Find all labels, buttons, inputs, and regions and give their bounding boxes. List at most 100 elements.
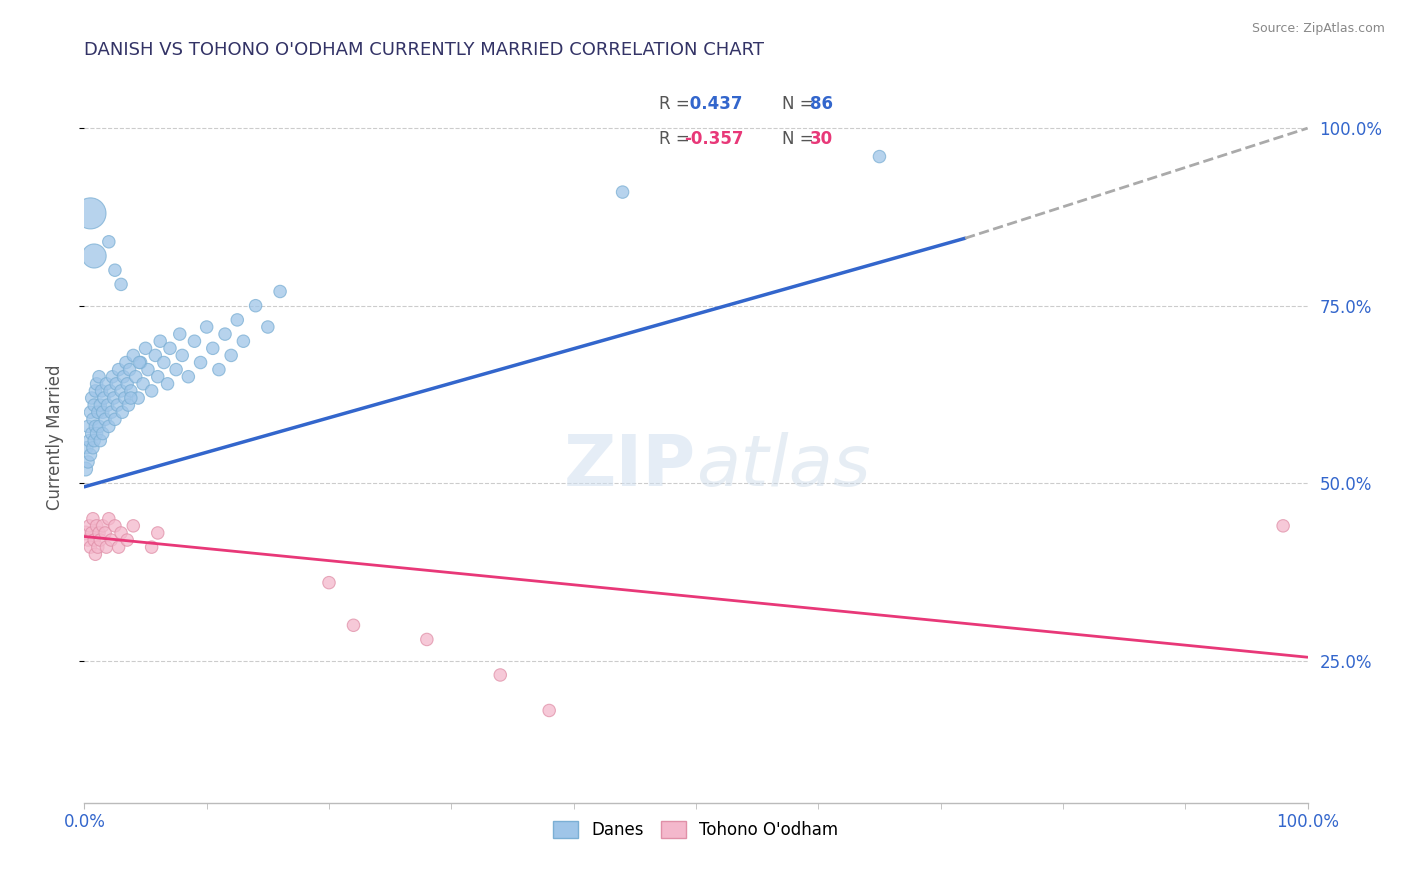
- Text: DANISH VS TOHONO O'ODHAM CURRENTLY MARRIED CORRELATION CHART: DANISH VS TOHONO O'ODHAM CURRENTLY MARRI…: [84, 41, 765, 59]
- Point: [183, 334, 205, 349]
- Point: [96, 376, 118, 391]
- Point: [153, 355, 176, 369]
- Text: R =: R =: [659, 95, 696, 113]
- Point: [87, 369, 110, 384]
- Point: [83, 398, 105, 412]
- Text: R =: R =: [659, 130, 696, 148]
- Legend: Danes, Tohono O'odham: Danes, Tohono O'odham: [547, 814, 845, 846]
- Point: [232, 334, 254, 349]
- Point: [612, 185, 634, 199]
- Point: [87, 540, 110, 554]
- Point: [80, 525, 103, 540]
- Point: [84, 384, 107, 398]
- Point: [77, 519, 100, 533]
- Point: [82, 441, 104, 455]
- Text: 0.437: 0.437: [683, 95, 742, 113]
- Point: [97, 419, 120, 434]
- Point: [159, 341, 181, 355]
- Point: [86, 426, 108, 441]
- Text: N =: N =: [782, 95, 818, 113]
- Point: [75, 525, 97, 540]
- Point: [91, 405, 114, 419]
- Point: [77, 434, 100, 448]
- Point: [105, 398, 128, 412]
- Point: [269, 285, 291, 299]
- Point: [91, 519, 114, 533]
- Point: [97, 398, 120, 412]
- Point: [103, 391, 125, 405]
- Point: [122, 348, 145, 362]
- Point: [104, 412, 127, 426]
- Point: [245, 299, 267, 313]
- Point: [75, 462, 97, 476]
- Point: [94, 412, 117, 426]
- Point: [318, 575, 340, 590]
- Text: ZIP: ZIP: [564, 432, 696, 500]
- Point: [105, 376, 128, 391]
- Point: [84, 419, 107, 434]
- Point: [208, 362, 231, 376]
- Point: [115, 376, 138, 391]
- Point: [172, 348, 194, 362]
- Point: [538, 704, 561, 718]
- Point: [128, 355, 150, 369]
- Point: [201, 341, 224, 355]
- Point: [101, 369, 124, 384]
- Text: -0.357: -0.357: [683, 130, 744, 148]
- Point: [79, 405, 101, 419]
- Point: [107, 540, 129, 554]
- Point: [143, 348, 166, 362]
- Point: [136, 362, 159, 376]
- Point: [76, 441, 98, 455]
- Point: [122, 519, 145, 533]
- Point: [100, 405, 122, 419]
- Point: [93, 391, 115, 405]
- Point: [77, 419, 100, 434]
- Point: [195, 320, 218, 334]
- Point: [141, 384, 163, 398]
- Point: [141, 540, 163, 554]
- Point: [79, 540, 101, 554]
- Point: [84, 547, 107, 561]
- Point: [91, 426, 114, 441]
- Point: [219, 348, 242, 362]
- Text: 30: 30: [810, 130, 832, 148]
- Point: [94, 525, 117, 540]
- Text: 86: 86: [810, 95, 832, 113]
- Point: [111, 405, 134, 419]
- Point: [86, 519, 108, 533]
- Point: [97, 235, 120, 249]
- Point: [89, 434, 111, 448]
- Point: [146, 369, 169, 384]
- Point: [165, 362, 187, 376]
- Point: [89, 533, 111, 547]
- Point: [80, 426, 103, 441]
- Text: Source: ZipAtlas.com: Source: ZipAtlas.com: [1251, 22, 1385, 36]
- Point: [869, 150, 891, 164]
- Point: [226, 313, 249, 327]
- Point: [107, 362, 129, 376]
- Point: [86, 376, 108, 391]
- Point: [115, 355, 138, 369]
- Point: [169, 327, 191, 342]
- Point: [87, 405, 110, 419]
- Point: [90, 384, 112, 398]
- Point: [214, 327, 236, 342]
- Point: [118, 362, 141, 376]
- Point: [120, 391, 142, 405]
- Point: [190, 355, 212, 369]
- Point: [146, 525, 169, 540]
- Point: [104, 263, 127, 277]
- Point: [342, 618, 364, 632]
- Point: [125, 369, 148, 384]
- Point: [110, 525, 132, 540]
- Point: [83, 533, 105, 547]
- Point: [156, 376, 179, 391]
- Point: [82, 512, 104, 526]
- Point: [177, 369, 200, 384]
- Text: N =: N =: [782, 130, 818, 148]
- Point: [104, 519, 127, 533]
- Point: [112, 369, 135, 384]
- Point: [82, 412, 104, 426]
- Point: [416, 632, 439, 647]
